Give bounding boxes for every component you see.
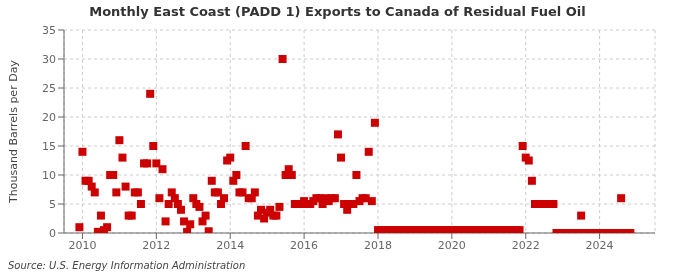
svg-text:Thousand Barrels per Day: Thousand Barrels per Day bbox=[8, 60, 20, 204]
svg-text:5: 5 bbox=[49, 198, 56, 211]
svg-text:15: 15 bbox=[42, 140, 56, 153]
svg-text:35: 35 bbox=[42, 24, 56, 37]
html-text:Source: U.S. Energy Informatio: Source: U.S. Energy Information Administ… bbox=[8, 260, 246, 271]
svg-text:20: 20 bbox=[42, 111, 56, 124]
svg-text:2024: 2024 bbox=[586, 239, 614, 252]
svg-text:2012: 2012 bbox=[142, 239, 170, 252]
svg-text:2010: 2010 bbox=[68, 239, 96, 252]
html-text:Monthly East Coast (PADD 1) Ex: Monthly East Coast (PADD 1) Exports to C… bbox=[89, 4, 586, 19]
svg-text:0: 0 bbox=[49, 227, 56, 240]
svg-text:2020: 2020 bbox=[438, 239, 466, 252]
svg-text:2014: 2014 bbox=[216, 239, 244, 252]
svg-text:2022: 2022 bbox=[512, 239, 540, 252]
svg-text:2016: 2016 bbox=[290, 239, 318, 252]
svg-text:25: 25 bbox=[42, 82, 56, 95]
svg-text:30: 30 bbox=[42, 53, 56, 66]
svg-text:10: 10 bbox=[42, 169, 56, 182]
svg-text:2018: 2018 bbox=[364, 239, 392, 252]
